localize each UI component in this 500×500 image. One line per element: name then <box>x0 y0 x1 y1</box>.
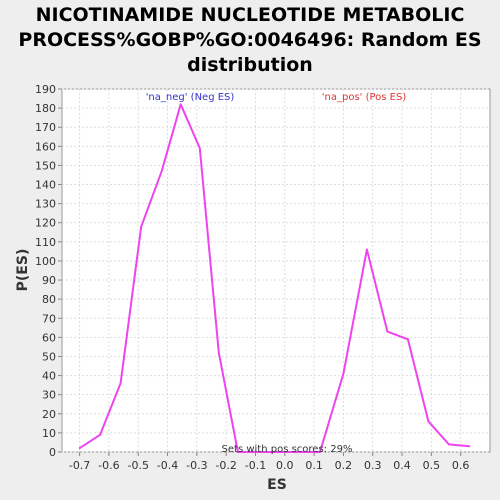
x-tick-label: -0.2 <box>215 459 236 472</box>
data-point <box>119 382 122 385</box>
x-tick-label: -0.5 <box>127 459 148 472</box>
y-tick-label: 160 <box>35 140 56 153</box>
x-tick-label: 0.6 <box>452 459 470 472</box>
data-point <box>427 420 430 423</box>
y-tick-label: 180 <box>35 102 56 115</box>
data-point <box>257 451 260 453</box>
x-tick-label: -0.4 <box>157 459 178 472</box>
y-tick-label: 130 <box>35 198 56 211</box>
annotation-pos: 'na_pos' (Pos ES) <box>322 92 407 103</box>
x-tick-label: 0.0 <box>276 459 294 472</box>
y-tick-label: 30 <box>42 389 56 402</box>
chart-title-line-2: PROCESS%GOBP%GO:0046496: Random ES <box>18 29 481 51</box>
y-tick-label: 40 <box>42 370 56 383</box>
data-point <box>78 447 81 450</box>
data-point <box>386 330 389 333</box>
x-tick-label: 0.1 <box>305 459 323 472</box>
y-tick-label: 70 <box>42 312 56 325</box>
data-point <box>99 433 102 436</box>
y-tick-label: 0 <box>49 446 56 459</box>
data-point <box>236 451 239 453</box>
annotation-pos-scores: Sets with pos scores: 29% <box>222 444 353 455</box>
y-tick-label: 80 <box>42 293 56 306</box>
x-axis: -0.7 -0.6 -0.5 -0.4 -0.3 -0.2 -0.1 0.0 0.1 0.2 0.3… <box>69 452 470 472</box>
x-tick-label: -0.3 <box>186 459 207 472</box>
x-tick-label: 0.5 <box>423 459 441 472</box>
y-tick-label: 100 <box>35 255 56 268</box>
x-axis-label: ES <box>267 477 287 493</box>
series-line-0 <box>79 103 470 453</box>
y-tick-label: 190 <box>35 83 56 96</box>
y-tick-label: 50 <box>42 350 56 363</box>
data-point <box>298 451 301 453</box>
series-layer <box>78 103 471 453</box>
y-axis-label: P(ES) <box>15 249 31 292</box>
data-point <box>179 103 182 106</box>
data-point <box>365 248 368 251</box>
chart-title-line-1: NICOTINAMIDE NUCLEOTIDE METABOLIC <box>36 4 465 26</box>
x-tick-label: -0.7 <box>69 459 90 472</box>
grid-lines <box>62 88 490 453</box>
y-tick-label: 10 <box>42 427 56 440</box>
y-tick-label: 60 <box>42 331 56 344</box>
data-point <box>448 443 450 446</box>
x-tick-label: -0.6 <box>98 459 119 472</box>
x-tick-label: -0.1 <box>245 459 266 472</box>
y-axis: 0 10 20 30 40 50 60 70 80 90 100 110 120 130 140 150 160… <box>35 83 62 459</box>
data-point <box>278 451 280 453</box>
chart-title-line-3: distribution <box>187 54 313 76</box>
x-tick-label: 0.2 <box>335 459 353 472</box>
data-point <box>319 451 321 453</box>
data-point <box>342 372 345 375</box>
data-point <box>140 225 143 228</box>
data-point <box>407 338 409 341</box>
plot-area <box>61 88 491 453</box>
data-point <box>217 351 220 354</box>
y-tick-label: 110 <box>35 236 56 249</box>
data-point <box>468 445 471 448</box>
y-tick-label: 90 <box>42 274 56 287</box>
y-tick-label: 170 <box>35 121 56 134</box>
y-tick-label: 120 <box>35 217 56 230</box>
y-tick-label: 150 <box>35 159 56 172</box>
data-point <box>160 170 163 173</box>
y-tick-label: 20 <box>42 408 56 421</box>
y-tick-label: 140 <box>35 179 56 192</box>
x-tick-label: 0.3 <box>364 459 382 472</box>
x-tick-label: 0.4 <box>393 459 411 472</box>
data-point <box>198 147 201 150</box>
annotation-neg: 'na_neg' (Neg ES) <box>146 92 235 103</box>
